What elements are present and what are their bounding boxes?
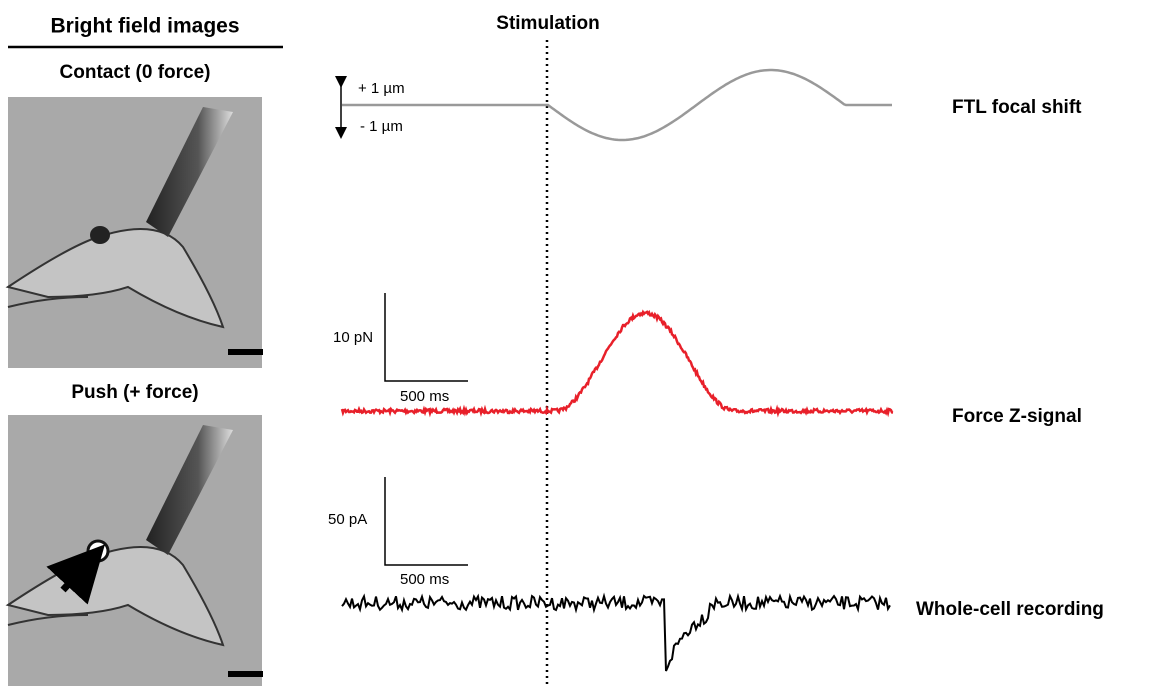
stimulation-label: Stimulation (496, 13, 599, 34)
scale-bar (384, 477, 468, 566)
trace-name: FTL focal shift (952, 97, 1082, 118)
scale-label: - 1 µm (360, 118, 403, 135)
trace (340, 309, 894, 418)
bright-field-image (5, 415, 263, 686)
trace (342, 68, 892, 142)
bright-field-image (5, 97, 263, 368)
trace (341, 592, 891, 672)
title: Bright field images (50, 15, 239, 38)
trace-name: Force Z-signal (952, 406, 1082, 427)
trace-name: Whole-cell recording (916, 599, 1104, 620)
panel-label: Push (+ force) (71, 382, 198, 403)
panel-label: Contact (0 force) (60, 62, 211, 83)
scale-label: 10 pN (333, 329, 373, 346)
scale-bar (384, 293, 468, 382)
scale-label: 50 pA (328, 511, 367, 528)
scale-label: 500 ms (400, 388, 449, 405)
scale-label: 500 ms (400, 571, 449, 588)
scale-label: + 1 µm (358, 80, 405, 97)
